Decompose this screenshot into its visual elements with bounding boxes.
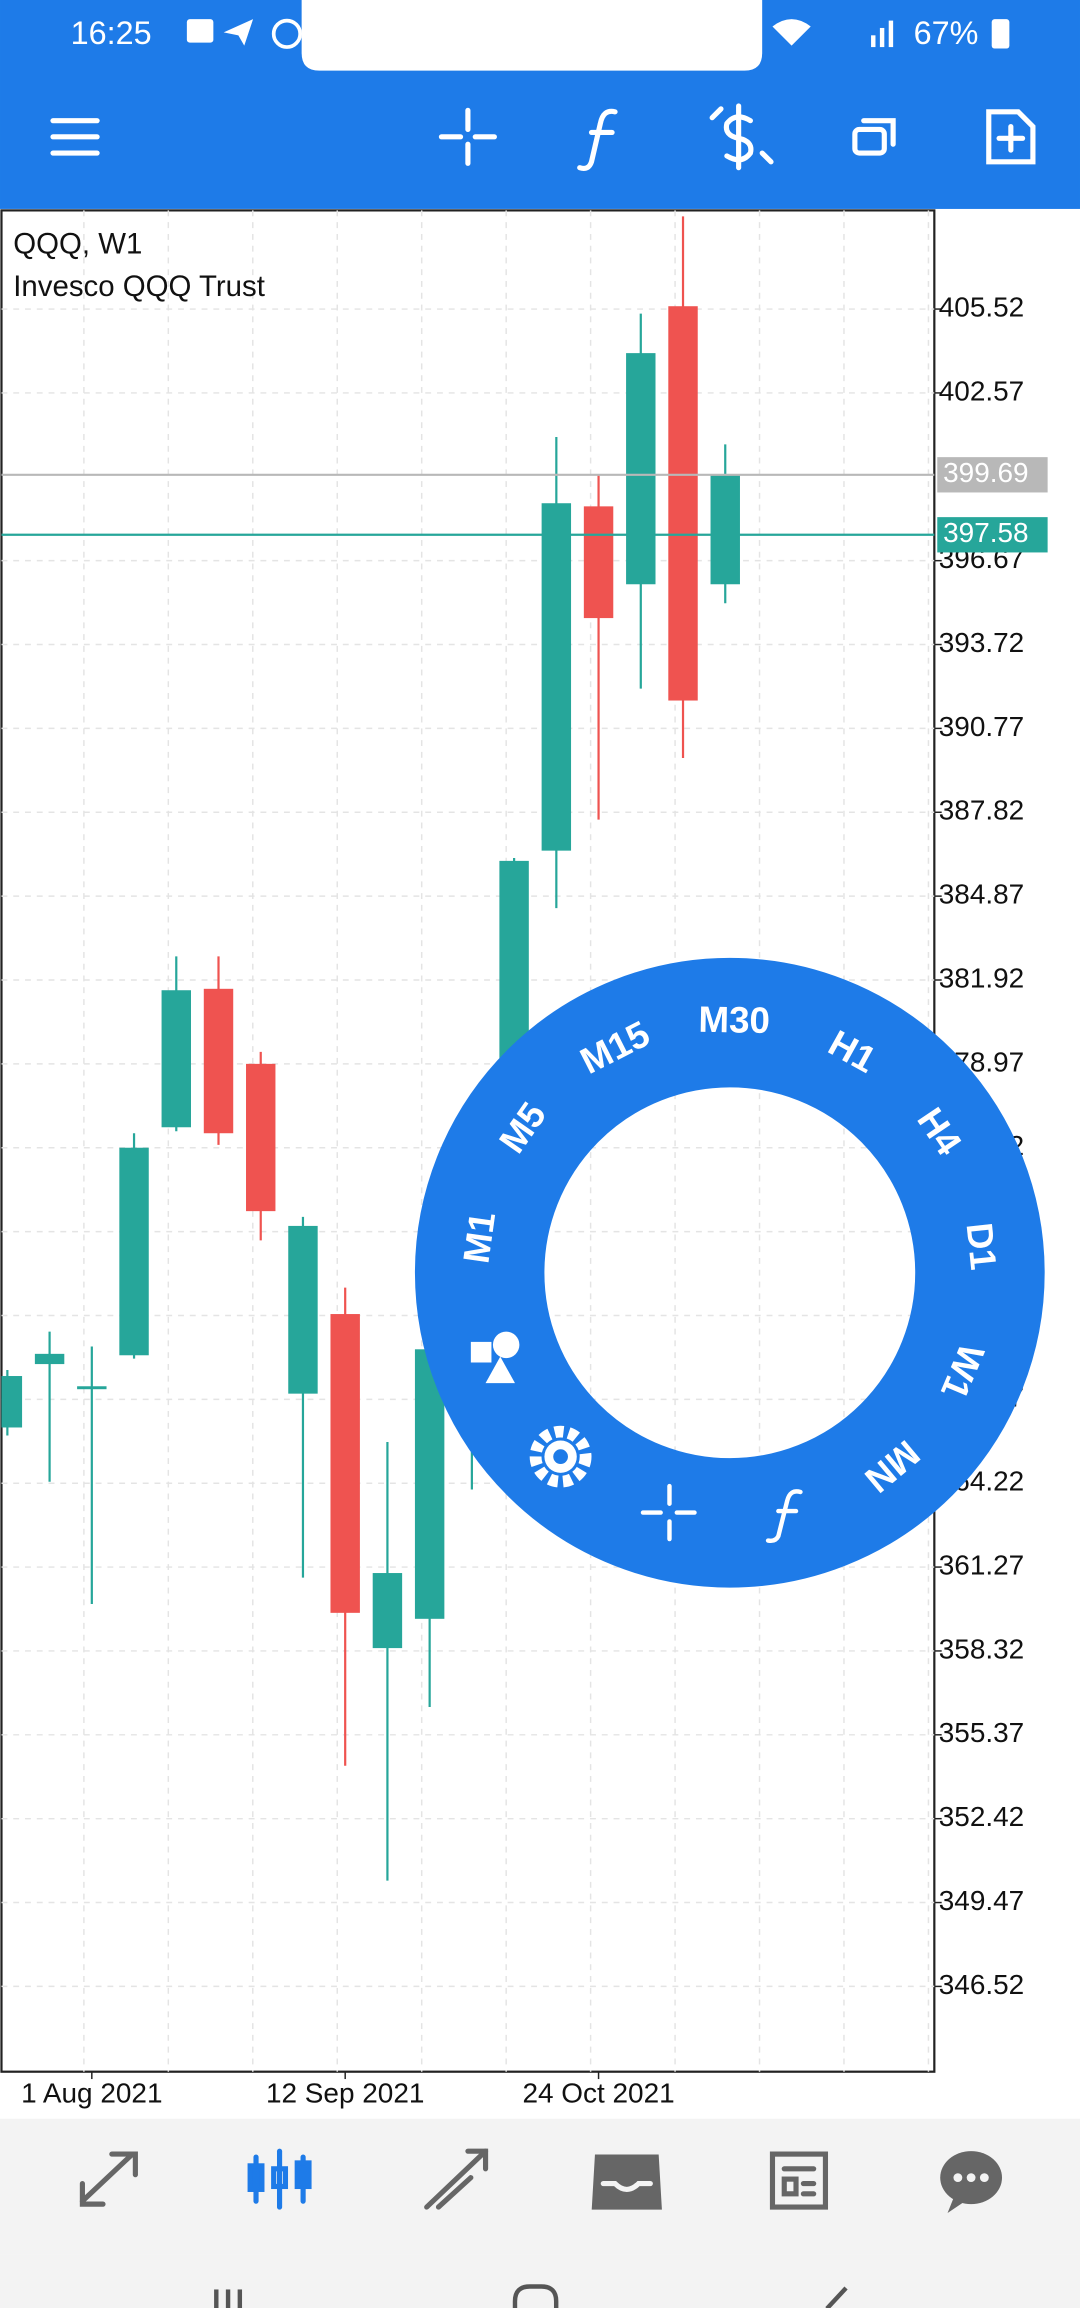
ask-tag [937,457,1048,493]
y-tick-label: 381.92 [939,962,1024,993]
bid-tag-label: 397.58 [943,517,1028,548]
candle-body [119,1147,149,1356]
candle-body [203,988,234,1134]
wheel-indicators-button[interactable] [765,1489,803,1544]
y-tick-label: 349.47 [939,1885,1024,1916]
news-tab[interactable] [769,2151,829,2210]
y-tick-label: 393.72 [939,627,1024,658]
chat-tab[interactable] [940,2151,1003,2213]
menu-button[interactable] [50,118,100,156]
chart-tab[interactable] [247,2148,312,2210]
system-nav [0,2254,1080,2308]
quotes-tab[interactable] [79,2151,138,2207]
y-tick-label: 384.87 [939,879,1024,910]
candle-body [541,503,572,851]
objects-button[interactable] [470,1331,520,1384]
candle-body [626,353,656,585]
candle-body [583,506,614,619]
history-tab[interactable] [591,2154,662,2210]
x-tick-label: 1 Aug 2021 [21,2078,162,2109]
ask-tag-label: 399.69 [943,457,1028,488]
status-icons [186,18,1010,49]
candle-body [330,1314,360,1613]
candle-body [1,1376,23,1428]
y-tick-label: 355.37 [939,1717,1024,1748]
timeframe-button[interactable]: D1 [958,1221,1004,1272]
system-nav-buttons [214,2284,848,2308]
candle-body [34,1353,65,1365]
timeframe-button[interactable]: M30 [698,999,770,1041]
x-tick-label: 24 Oct 2021 [522,2078,674,2109]
y-tick-label: 352.42 [939,1801,1024,1832]
trade-tab[interactable] [424,2148,489,2210]
wheel-crosshair-button[interactable] [640,1483,697,1542]
wheel-ring [414,957,1045,1588]
timeframe-button[interactable]: M1 [455,1209,503,1265]
y-tick-label: 402.57 [939,375,1024,406]
candle-body [668,306,698,701]
candle-body [246,1063,276,1212]
settings-button[interactable] [529,1425,592,1488]
candle-body [288,1225,318,1394]
y-tick-label: 390.77 [939,711,1024,742]
chart: 405.52402.57396.67393.72390.77387.82384.… [1,216,1048,2109]
bid-tag [937,517,1048,553]
y-tick-label: 358.32 [939,1633,1024,1664]
x-tick-label: 12 Sep 2021 [266,2078,424,2109]
camera-notch [301,0,763,71]
new-order-button[interactable] [986,109,1036,165]
bottom-nav [0,2118,1080,2255]
y-tick-label: 387.82 [939,795,1024,826]
candle-body [77,1386,107,1390]
candle-body [161,990,191,1128]
windows-button[interactable] [852,118,896,156]
candle-body [710,475,740,585]
crosshair-button[interactable] [438,107,497,166]
y-tick-label: 361.27 [939,1549,1024,1580]
y-tick-label: 346.52 [939,1969,1024,2000]
y-tick-label: 405.52 [939,291,1024,322]
chart-subtitle: Invesco QQQ Trust [13,270,265,303]
chart-title: QQQ, W1 [13,227,142,260]
candle-body [372,1573,403,1649]
status-battery: 67% [914,15,979,51]
trade-button[interactable] [709,103,774,171]
indicators-button[interactable] [577,108,618,172]
status-time: 16:25 [71,15,152,51]
